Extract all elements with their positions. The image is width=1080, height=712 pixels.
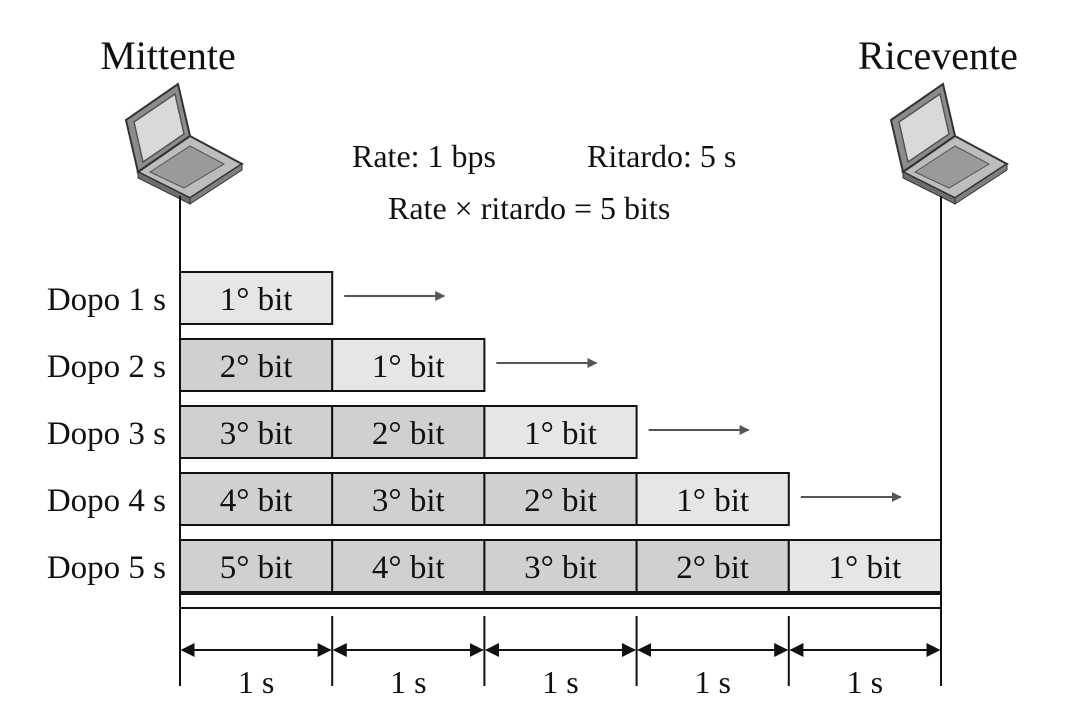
row-label: Dopo 4 s [47,483,166,519]
bit-label: 3° bit [372,483,445,519]
row-label: Dopo 5 s [47,550,166,586]
laptop-icon [889,82,1009,205]
receiver-label: Ricevente [858,33,1018,78]
bit-label: 2° bit [220,349,293,385]
bit-label: 1° bit [372,349,445,385]
row-label: Dopo 1 s [47,282,166,318]
laptop-icon [124,82,244,205]
bit-cell [483,472,638,526]
duration-label: 1 s [542,664,578,700]
rate-label: Rate: 1 bps [352,138,496,174]
bit-cell [331,472,486,526]
bit-row: Dopo 3 s 3° bit 2° bit 1° bit [47,405,750,459]
bit-cell [179,405,334,459]
bit-label: 4° bit [372,550,445,586]
bit-label: 1° bit [676,483,749,519]
bit-cell [331,539,486,593]
row-label: Dopo 2 s [47,349,166,385]
duration-markers: 1 s 1 s 1 s 1 s 1 s [179,616,942,700]
bit-label: 3° bit [220,416,293,452]
bit-label: 2° bit [372,416,445,452]
bit-row: Dopo 4 s 4° bit 3° bit 2° bit 1° bit [47,472,902,526]
bit-row: Dopo 2 s 2° bit 1° bit [47,338,598,392]
bit-label: 5° bit [220,550,293,586]
bit-cell [635,472,790,526]
row-label: Dopo 3 s [47,416,166,452]
bit-label: 2° bit [524,483,597,519]
duration-label: 1 s [238,664,274,700]
bit-row: Dopo 5 s 5° bit 4° bit 3° bit 2° bit 1° bit [47,539,942,593]
bit-label: 1° bit [220,282,293,318]
bit-label: 3° bit [524,550,597,586]
bit-label: 4° bit [220,483,293,519]
bandwidth-delay-product-label: Rate × ritardo = 5 bits [388,190,670,226]
sender-label: Mittente [100,33,236,78]
link-bar [179,593,942,609]
duration-label: 1 s [847,664,883,700]
bit-cell [331,338,486,392]
bit-label: 1° bit [829,550,902,586]
bit-label: 2° bit [676,550,749,586]
duration-label: 1 s [390,664,426,700]
bit-cell [483,539,638,593]
bit-label: 1° bit [524,416,597,452]
delay-label: Ritardo: 5 s [587,138,736,174]
duration-label: 1 s [694,664,730,700]
bit-cell [331,405,486,459]
bit-cell [483,405,638,459]
bit-cell [179,271,334,325]
bit-cell [179,472,334,526]
bit-row: Dopo 1 s 1° bit [47,271,446,325]
bit-cell [635,539,790,593]
bit-cell [787,539,942,593]
